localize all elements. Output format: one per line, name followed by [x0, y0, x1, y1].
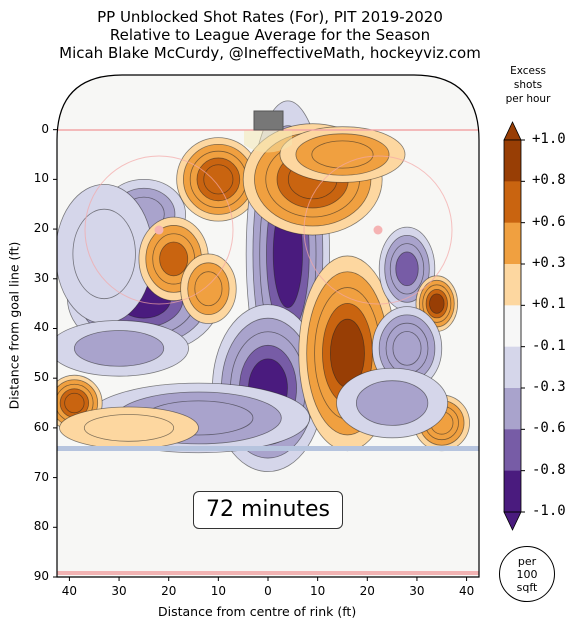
- time-on-ice-annotation: 72 minutes: [193, 491, 343, 529]
- colorbar-band: [504, 181, 521, 224]
- colorbar: [503, 121, 525, 531]
- centre-red-line: [57, 571, 479, 575]
- colorbar-extend-top: [503, 121, 522, 141]
- chart-title-line-3: Micah Blake McCurdy, @IneffectiveMath, h…: [59, 44, 481, 62]
- x-tick-label: 40: [61, 584, 78, 598]
- units-line-3: sqft: [516, 581, 538, 594]
- heat-blob: [57, 320, 189, 377]
- y-tick-label: 30: [33, 270, 49, 285]
- heat-blob: [176, 137, 261, 222]
- heat-blob: [279, 126, 406, 183]
- colorbar-tick-label: -1.0: [532, 503, 566, 519]
- x-tick-label: 0: [264, 584, 272, 598]
- y-axis-label: Distance from goal line (ft): [6, 241, 22, 410]
- y-tick-label: 50: [33, 370, 49, 385]
- goal-crease: [244, 130, 292, 153]
- colorbar-tick-label: -0.1: [532, 337, 566, 354]
- heat-contour: [72, 208, 136, 300]
- heat-contour: [395, 251, 419, 287]
- x-tick-label: 20: [161, 584, 177, 598]
- heatmap-layer: [57, 100, 470, 473]
- chart-title-line-1: PP Unblocked Shot Rates (For), PIT 2019-…: [97, 8, 443, 26]
- heat-contour: [311, 140, 374, 169]
- x-tick-label: 10: [210, 584, 226, 598]
- colorbar-tick-label: -0.8: [532, 461, 566, 478]
- colorbar-frame: [503, 139, 522, 513]
- units-line-1: per: [517, 555, 537, 568]
- heat-contour: [83, 414, 175, 442]
- y-tick-label: 20: [33, 221, 49, 236]
- units-line-2: 100: [516, 568, 538, 581]
- x-tick-marks: [68, 577, 468, 581]
- colorbar-extend-bottom: [503, 511, 522, 531]
- heat-blob: [336, 367, 449, 439]
- x-tick-label: 40: [458, 584, 475, 598]
- heat-contour: [429, 293, 445, 314]
- y-tick-label: 90: [33, 569, 49, 583]
- colorbar-tick-label: +0.8: [532, 172, 566, 189]
- colorbar-tick-label: -0.3: [532, 379, 566, 395]
- right-faceoff-dot: [373, 225, 383, 235]
- heat-blob: [180, 253, 237, 324]
- colorbar-band: [504, 388, 521, 430]
- colorbar-tick-label: +0.6: [532, 213, 566, 230]
- colorbar-tick-label: +0.3: [532, 255, 566, 271]
- y-tick-label: 0: [41, 121, 49, 136]
- y-tick-label: 40: [33, 320, 49, 335]
- right-faceoff-circle: [303, 155, 453, 305]
- colorbar-band: [504, 305, 521, 348]
- x-tick-label: 30: [409, 584, 425, 598]
- chart-title-line-2: Relative to League Average for the Seaso…: [109, 26, 431, 44]
- colorbar-title-line-1: Excess: [510, 65, 546, 77]
- colorbar-tick-label: +0.1: [532, 296, 566, 313]
- heat-contour: [355, 380, 429, 426]
- colorbar-band: [504, 429, 521, 472]
- heat-blob: [59, 406, 199, 450]
- colorbar-tick-label: +1.0: [532, 131, 566, 147]
- rink-area: [57, 75, 479, 577]
- colorbar-title-line-3: per hour: [505, 93, 551, 105]
- x-tick-label: 20: [359, 584, 375, 598]
- heat-contour: [64, 392, 85, 414]
- y-tick-marks: [53, 129, 57, 578]
- y-tick-label: 10: [33, 171, 49, 186]
- colorbar-title-line-2: shots: [513, 79, 543, 91]
- heat-contour: [194, 271, 223, 307]
- rink-boards: [56, 74, 480, 578]
- colorbar-band: [504, 222, 521, 265]
- heat-contour: [73, 330, 165, 367]
- colorbar-tick-label: -0.6: [532, 420, 566, 437]
- left-faceoff-circle: [84, 155, 234, 305]
- colorbar-band: [504, 346, 521, 389]
- colorbar-band: [504, 140, 521, 182]
- colorbar-band: [504, 470, 521, 513]
- x-axis-label: Distance from centre of rink (ft): [158, 604, 357, 619]
- colorbar-band: [504, 264, 521, 306]
- heat-contour: [392, 331, 422, 366]
- y-tick-label: 70: [33, 469, 49, 484]
- x-tick-label: 10: [310, 584, 326, 598]
- heat-contour: [203, 164, 234, 195]
- y-tick-label: 60: [33, 419, 49, 434]
- left-faceoff-dot: [154, 225, 164, 235]
- goal-net: [253, 110, 284, 131]
- units-badge: per 100 sqft: [499, 546, 555, 602]
- x-tick-label: 30: [111, 584, 127, 598]
- heat-contour: [159, 241, 189, 277]
- blue-line: [57, 446, 479, 451]
- heat-blob: [57, 183, 154, 324]
- y-tick-label: 80: [33, 519, 49, 534]
